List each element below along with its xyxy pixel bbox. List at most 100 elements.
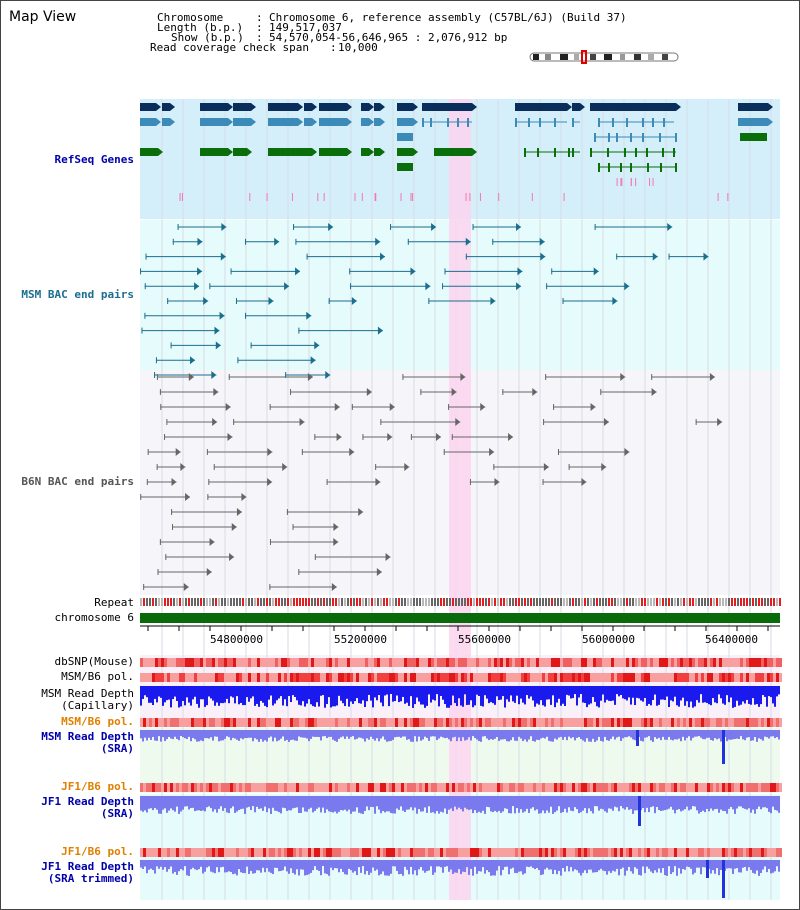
read-depth-bar xyxy=(616,860,618,869)
track-label-msm-depth-cap-1[interactable]: MSM Read Depth xyxy=(41,687,134,700)
polymorphism-mark xyxy=(569,673,572,682)
bac-pair-arrow xyxy=(620,373,626,381)
repeat-mark xyxy=(434,598,436,606)
polymorphism-mark xyxy=(311,718,314,727)
polymorphism-mark xyxy=(491,848,494,857)
bac-pair-arrow xyxy=(517,267,523,276)
polymorphism-mark xyxy=(461,783,464,792)
read-depth-bar xyxy=(718,730,720,739)
read-depth-bar xyxy=(410,730,412,742)
read-depth-bar xyxy=(746,860,748,871)
bac-pair-arrow xyxy=(717,418,723,426)
read-depth-bar xyxy=(438,796,440,814)
read-depth-bar xyxy=(614,796,616,807)
ideogram-band xyxy=(560,54,568,60)
read-depth-bar xyxy=(330,860,332,868)
polymorphism-mark xyxy=(641,673,644,682)
polymorphism-mark xyxy=(386,658,389,667)
polymorphism-mark xyxy=(485,673,488,682)
repeat-mark xyxy=(659,598,661,606)
read-depth-bar xyxy=(610,796,612,809)
track-label-chromosome[interactable]: chromosome 6 xyxy=(54,611,134,624)
polymorphism-mark xyxy=(524,783,527,792)
polymorphism-mark xyxy=(209,718,212,727)
polymorphism-mark xyxy=(665,673,668,682)
gene-block xyxy=(397,148,413,156)
track-label-msm-depth-sra-1[interactable]: MSM Read Depth xyxy=(41,730,134,743)
read-depth-bar xyxy=(576,730,578,738)
read-depth-bar xyxy=(190,686,192,706)
polymorphism-mark xyxy=(779,658,782,667)
read-depth-bar xyxy=(258,730,260,742)
polymorphism-mark xyxy=(308,848,311,857)
read-depth-bar xyxy=(268,686,270,700)
read-depth-bar xyxy=(504,796,506,809)
repeat-mark xyxy=(713,598,715,606)
read-depth-bar xyxy=(172,730,174,740)
polymorphism-mark xyxy=(689,783,692,792)
read-depth-bar xyxy=(176,860,178,875)
read-depth-bar xyxy=(232,686,234,698)
polymorphism-mark xyxy=(254,783,257,792)
track-label-msm-b6-pol-1[interactable]: MSM/B6 pol. xyxy=(61,670,134,683)
polymorphism-mark xyxy=(746,848,749,857)
polymorphism-mark xyxy=(770,848,773,857)
polymorphism-mark xyxy=(608,673,611,682)
polymorphism-mark xyxy=(542,848,545,857)
track-label-msm-b6-pol-2[interactable]: MSM/B6 pol. xyxy=(61,715,134,728)
read-depth-bar xyxy=(340,860,342,869)
read-depth-bar xyxy=(246,730,248,739)
polymorphism-mark xyxy=(431,783,434,792)
polymorphism-mark xyxy=(503,673,506,682)
polymorphism-mark xyxy=(392,673,395,682)
track-label-jf1-b6-pol-2[interactable]: JF1/B6 pol. xyxy=(61,845,134,858)
track-label-jf1-b6-pol-1[interactable]: JF1/B6 pol. xyxy=(61,780,134,793)
read-depth-bar xyxy=(710,730,712,740)
polymorphism-mark xyxy=(758,673,761,682)
polymorphism-mark xyxy=(755,673,758,682)
axis-tick-label: 56000000 xyxy=(582,633,635,646)
polymorphism-mark xyxy=(314,848,317,857)
polymorphism-mark xyxy=(602,658,605,667)
track-label-repeat[interactable]: Repeat xyxy=(94,596,134,609)
read-depth-bar xyxy=(474,686,476,706)
polymorphism-mark xyxy=(314,718,317,727)
polymorphism-mark xyxy=(206,783,209,792)
track-label-b6n-bac[interactable]: B6N BAC end pairs xyxy=(21,475,134,488)
polymorphism-mark xyxy=(485,848,488,857)
read-depth-bar xyxy=(350,730,352,737)
polymorphism-mark xyxy=(179,783,182,792)
bac-pair-end xyxy=(407,238,409,245)
read-depth-bar xyxy=(662,686,664,700)
polymorphism-mark xyxy=(404,658,407,667)
bac-pair-arrow xyxy=(197,267,203,276)
bac-pair-end xyxy=(351,404,353,410)
track-label-dbsnp[interactable]: dbSNP(Mouse) xyxy=(54,655,134,668)
read-depth-bar xyxy=(504,860,506,867)
polymorphism-mark xyxy=(320,848,323,857)
read-depth-bar xyxy=(602,730,604,742)
polymorphism-mark xyxy=(518,783,521,792)
read-depth-bar xyxy=(694,686,696,707)
track-label-refseq[interactable]: RefSeq Genes xyxy=(54,153,134,166)
track-label-msm-bac[interactable]: MSM BAC end pairs xyxy=(21,288,134,301)
bac-pair-end xyxy=(172,524,174,530)
read-depth-bar xyxy=(576,686,578,706)
read-depth-bar xyxy=(456,796,458,810)
track-label-jf1-depth-sra-1[interactable]: JF1 Read Depth xyxy=(41,795,134,808)
repeat-mark xyxy=(203,598,205,606)
read-depth-bar xyxy=(678,730,680,739)
bac-pair-arrow xyxy=(236,508,242,516)
polymorphism-mark xyxy=(245,718,248,727)
track-label-jf1-depth-trim-1[interactable]: JF1 Read Depth xyxy=(41,860,134,873)
polymorphism-mark xyxy=(170,658,173,667)
read-depth-bar xyxy=(426,860,428,872)
read-depth-bar xyxy=(222,796,224,811)
read-depth-bar xyxy=(282,796,284,808)
polymorphism-mark xyxy=(710,673,713,682)
read-depth-bar xyxy=(560,796,562,813)
read-depth-bar xyxy=(602,860,604,871)
polymorphism-mark xyxy=(500,718,503,727)
polymorphism-mark xyxy=(611,718,614,727)
